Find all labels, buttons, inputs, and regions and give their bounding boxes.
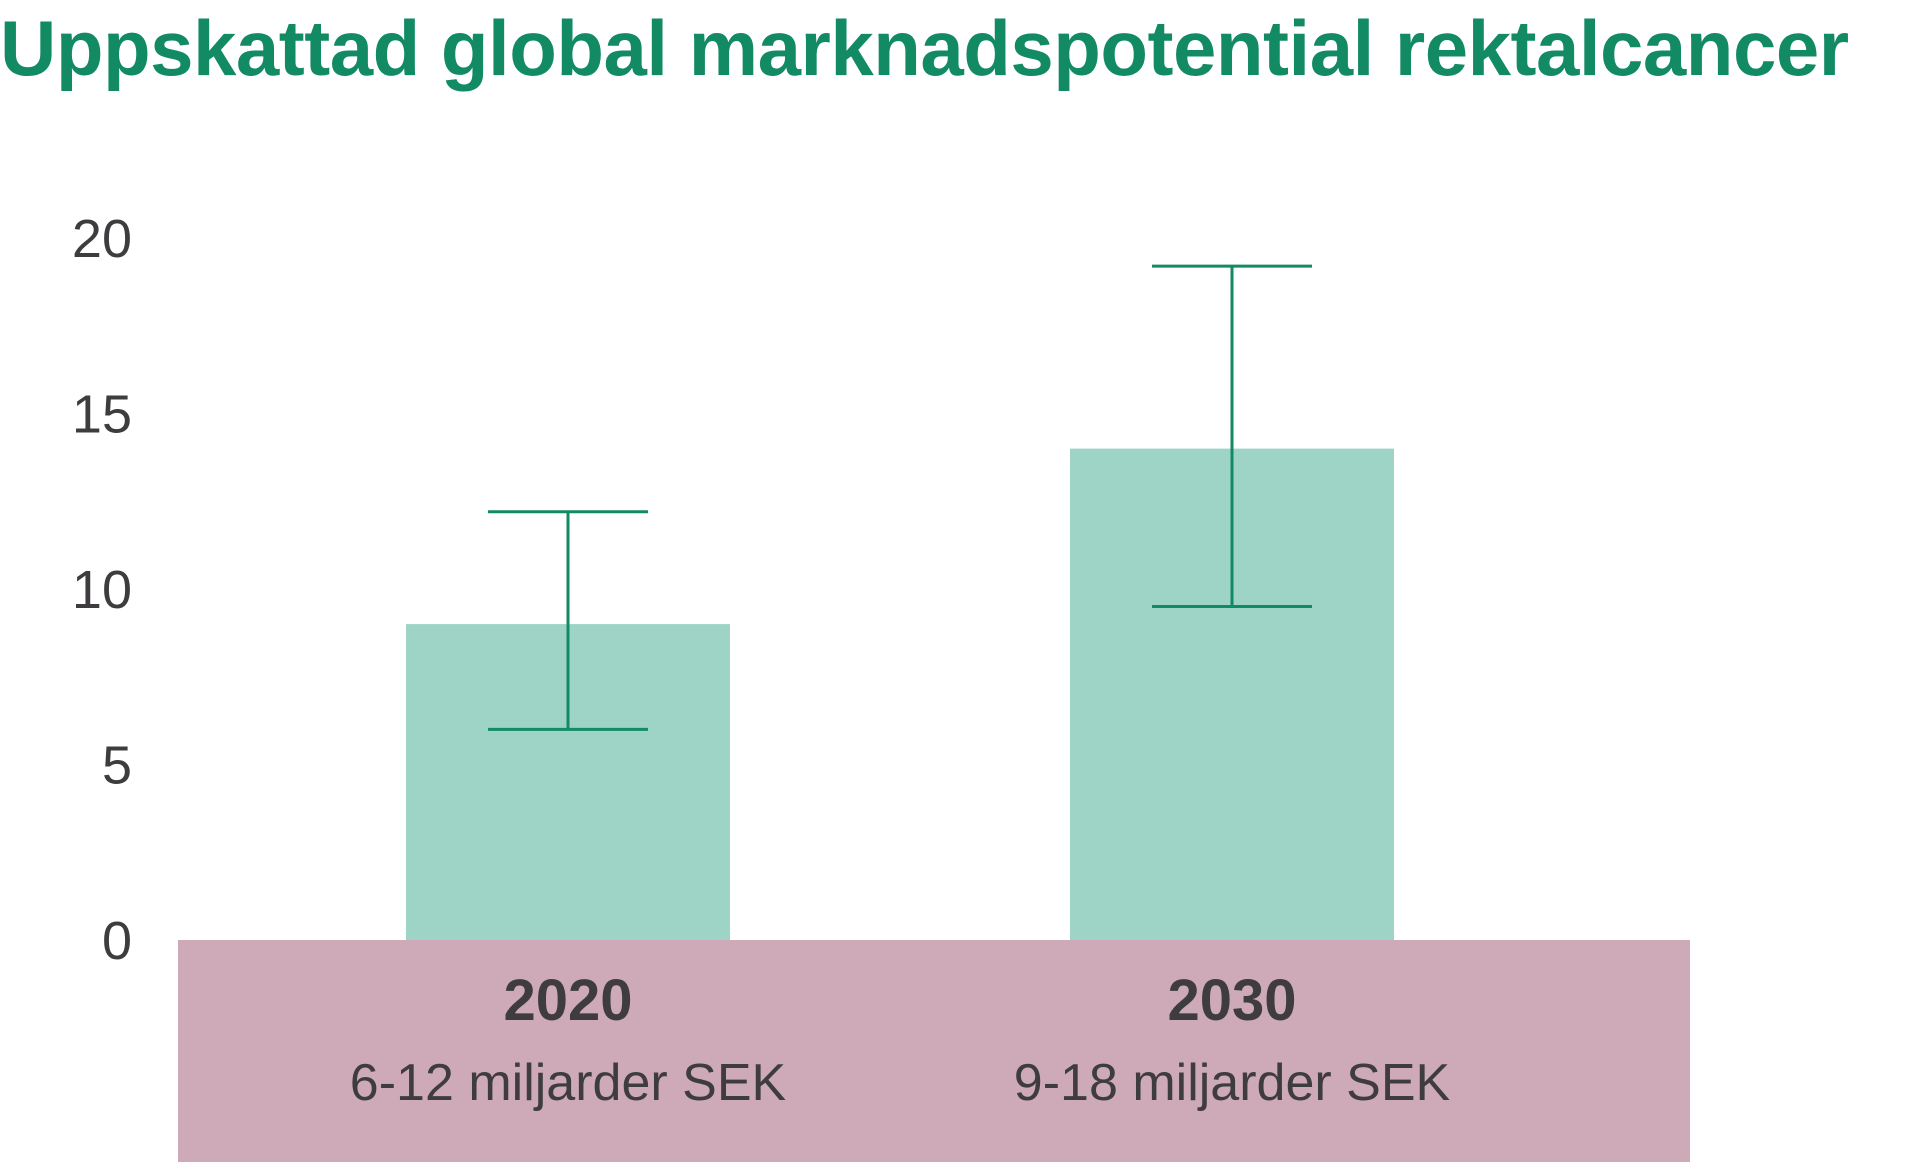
error-bar-2020 [488, 510, 648, 731]
x-category-label: 2020 [503, 968, 632, 1033]
x-category-sublabel: 9-18 miljarder SEK [1014, 1054, 1451, 1112]
x-category-sublabel: 6-12 miljarder SEK [350, 1054, 787, 1112]
y-tick-label: 5 [102, 736, 132, 796]
x-axis-category-band [178, 940, 1690, 1162]
y-tick-label: 0 [102, 911, 132, 971]
chart-title: Uppskattad global marknadspotential rekt… [0, 4, 1849, 92]
x-category-label: 2030 [1167, 968, 1296, 1033]
error-bar-2030 [1152, 264, 1312, 609]
y-tick-label: 10 [72, 560, 132, 620]
y-tick-label: 20 [72, 209, 132, 269]
y-tick-label: 15 [72, 385, 132, 445]
